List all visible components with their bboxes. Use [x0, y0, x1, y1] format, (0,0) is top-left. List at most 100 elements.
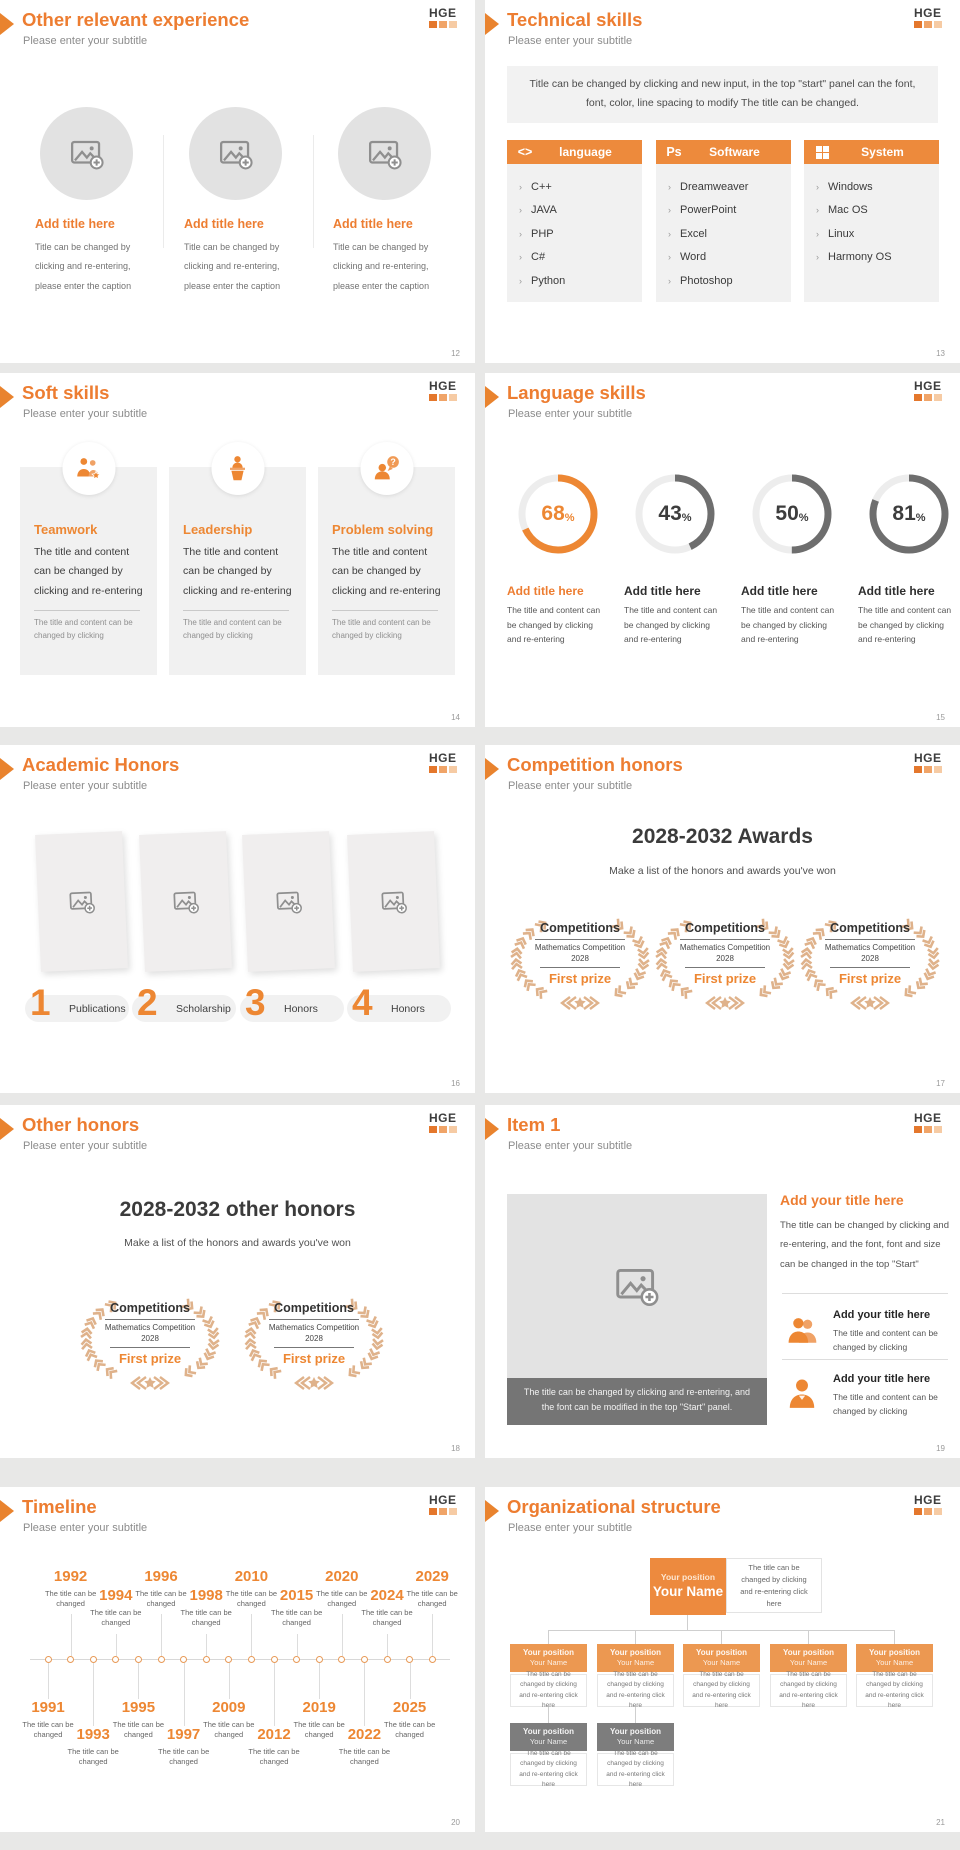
name-label: Your Name	[875, 1658, 914, 1668]
photo-placeholder[interactable]	[242, 831, 335, 972]
item-body: Title can be changed by clicking and re-…	[333, 242, 430, 291]
slide-13-technical-skills[interactable]: Technical skills Please enter your subti…	[485, 0, 960, 363]
wreath-prize: First prize	[118, 1351, 182, 1366]
event-caption: The title can be changed	[135, 1588, 187, 1609]
title-arrow-icon	[0, 13, 14, 35]
org-box[interactable]: Your position Your Name	[597, 1644, 674, 1672]
org-box[interactable]: Your position Your Name	[770, 1644, 847, 1672]
event-caption: The title can be changed	[203, 1719, 255, 1740]
chevron-bullet-icon: ›	[668, 275, 671, 286]
slide-14-soft-skills[interactable]: Soft skills Please enter your subtitle H…	[0, 373, 475, 727]
slide-title: Other honors	[22, 1114, 140, 1135]
experience-item: Add title here Title can be changed by c…	[35, 107, 167, 296]
title-arrow-icon	[0, 1500, 14, 1522]
org-box[interactable]: Your position Your Name	[510, 1644, 587, 1672]
timeline-node	[134, 1655, 142, 1663]
slide-17-competition-honors[interactable]: Competition honors Please enter your sub…	[485, 745, 960, 1093]
event-connector	[341, 1614, 343, 1656]
photoshop-icon: Ps	[666, 145, 682, 159]
name-label: Your Name	[616, 1737, 655, 1747]
wreath-line: 2028	[571, 954, 589, 963]
event-year: 2020	[325, 1568, 359, 1585]
image-placeholder[interactable]	[338, 107, 431, 200]
slide-18-other-honors[interactable]: Other honors Please enter your subtitle …	[0, 1105, 475, 1458]
slide-subtitle: Please enter your subtitle	[23, 1140, 148, 1152]
column-list: › C++ › JAVA › PHP › C# › Python	[507, 164, 642, 302]
awards-subheading: Make a list of the honors and awards you…	[124, 1237, 351, 1249]
org-note: The title can be changed by clicking and…	[597, 1671, 674, 1709]
event-caption: The title can be changed	[338, 1746, 391, 1767]
slide-19-item-1[interactable]: Item 1 Please enter your subtitle HGE Th…	[485, 1105, 960, 1458]
org-box[interactable]: Your position Your Name	[597, 1723, 674, 1751]
underline	[274, 1347, 354, 1348]
slide-16-academic-honors[interactable]: Academic Honors Please enter your subtit…	[0, 745, 475, 1093]
item-title: Add title here	[184, 217, 264, 231]
org-box[interactable]: Your position Your Name	[683, 1644, 760, 1672]
image-icon	[275, 891, 302, 913]
chevron-bullet-icon: ›	[668, 181, 671, 192]
laurel-wreath-icon	[655, 918, 795, 1010]
image-placeholder[interactable]	[507, 1194, 767, 1378]
list-item-label: Word	[680, 251, 707, 264]
wreath-line: Mathematics Competition	[679, 943, 771, 952]
event-connector	[251, 1614, 253, 1656]
chevron-bullet-icon: ›	[519, 228, 522, 239]
org-note: The title can be changed by clicking and…	[770, 1671, 847, 1709]
list-item: › C#	[507, 246, 642, 270]
photo-placeholder[interactable]	[139, 831, 232, 972]
name-label: Your Name	[616, 1658, 655, 1668]
slide-21-organizational-structure[interactable]: Organizational structure Please enter yo…	[485, 1487, 960, 1832]
event-caption: The title can be changed	[90, 1607, 142, 1628]
gauge-title: Add title here	[624, 584, 701, 598]
gauge: 43% Add title here The title and content…	[624, 472, 726, 647]
slide-subtitle: Please enter your subtitle	[23, 780, 148, 792]
logo-squares-icon	[429, 1508, 461, 1515]
wreath-prize: First prize	[693, 971, 757, 986]
person-icon	[789, 1379, 815, 1408]
event-connector	[364, 1663, 366, 1726]
gauge-title: Add title here	[858, 584, 935, 598]
page-number: 15	[936, 713, 945, 722]
event-caption: The title can be changed	[406, 1588, 458, 1609]
event-year: 2025	[392, 1699, 427, 1716]
slide-12-other-relevant-experience[interactable]: Other relevant experience Please enter y…	[0, 0, 475, 363]
wreath-title: Competitions	[274, 1301, 354, 1315]
timeline-node	[315, 1655, 323, 1663]
position-label: Your position	[610, 1647, 661, 1657]
gauge-body: The title and content can be changed by …	[858, 605, 952, 645]
timeline-event: 1993 The title can be changed	[62, 1726, 124, 1768]
timeline-node	[338, 1655, 346, 1663]
event-connector	[70, 1614, 72, 1656]
image-placeholder[interactable]	[189, 107, 282, 200]
org-note: The title can be changed by clicking and…	[726, 1558, 822, 1613]
column-list: › Windows › Mac OS › Linux › Harmony OS	[804, 164, 939, 302]
position-label: Your position	[869, 1647, 920, 1657]
hge-logo: HGE	[429, 380, 461, 401]
list-item: › Harmony OS	[804, 246, 939, 270]
hge-logo: HGE	[429, 7, 461, 28]
org-note: The title can be changed by clicking and…	[683, 1671, 760, 1709]
org-box[interactable]: Your position Your Name	[650, 1558, 726, 1615]
step-label: Honors	[284, 1002, 318, 1015]
step-number: 4	[352, 982, 373, 1023]
timeline-event: 2009 The title can be changed	[198, 1699, 260, 1741]
logo-squares-icon	[429, 1126, 461, 1133]
org-connector	[635, 1630, 636, 1644]
timeline-node	[383, 1655, 391, 1663]
slide-15-language-skills[interactable]: Language skills Please enter your subtit…	[485, 373, 960, 727]
photo-placeholder[interactable]	[35, 831, 128, 972]
list-item: › Dreamweaver	[656, 175, 791, 199]
laurel-wreath-icon	[244, 1298, 384, 1390]
event-year: 2024	[370, 1587, 404, 1604]
org-box[interactable]: Your position Your Name	[510, 1723, 587, 1751]
item-body: The title and content can be changed by …	[833, 1328, 938, 1352]
list-item-label: Python	[531, 274, 566, 287]
slide-20-timeline[interactable]: Timeline Please enter your subtitle HGE …	[0, 1487, 475, 1832]
photo-placeholder[interactable]	[347, 831, 440, 972]
image-placeholder[interactable]	[40, 107, 133, 200]
laurel-wreath-icon	[80, 1298, 220, 1390]
item-body: Title can be changed by clicking and re-…	[184, 242, 281, 291]
org-box[interactable]: Your position Your Name	[856, 1644, 933, 1672]
underline	[685, 967, 765, 968]
